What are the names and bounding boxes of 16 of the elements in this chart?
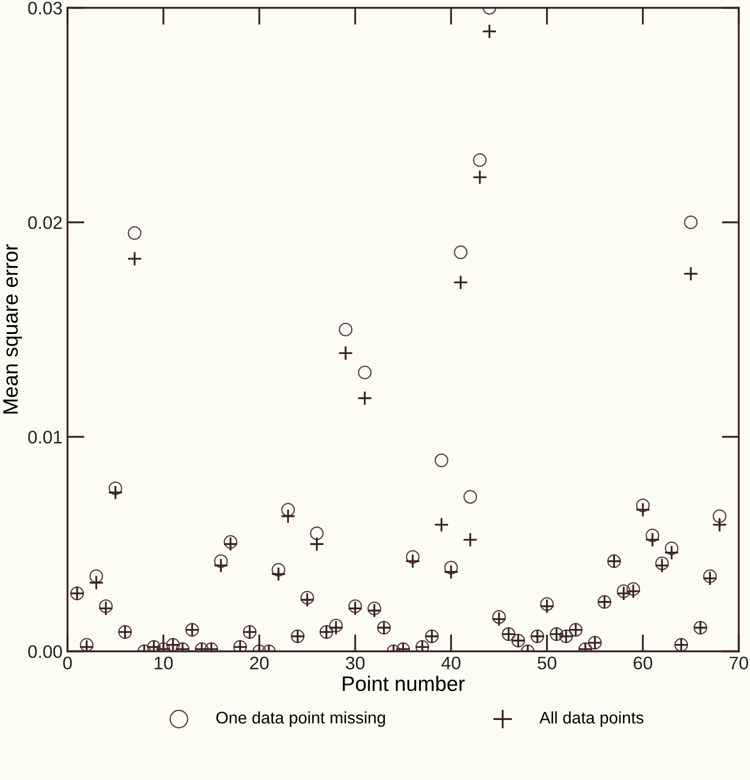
legend-label: One data point missing	[216, 711, 385, 727]
x-tick-label: 20	[250, 656, 269, 670]
x-axis-title: Point number	[342, 676, 465, 692]
y-tick-label: 0.03	[28, 2, 62, 15]
y-tick-label: 0.00	[28, 645, 62, 658]
y-axis-title: Mean square error	[3, 244, 22, 414]
y-tick-label: 0.01	[28, 430, 62, 444]
x-tick-label: 50	[538, 656, 556, 670]
x-tick-label: 0	[63, 656, 72, 670]
legend-label: All data points	[539, 711, 644, 727]
x-tick-label: 40	[441, 656, 460, 670]
y-tick-label: 0.02	[28, 216, 62, 230]
x-tick-label: 30	[346, 656, 365, 670]
x-tick-label: 60	[634, 656, 652, 670]
x-tick-label: 70	[730, 656, 748, 670]
x-tick-label: 10	[154, 656, 173, 670]
